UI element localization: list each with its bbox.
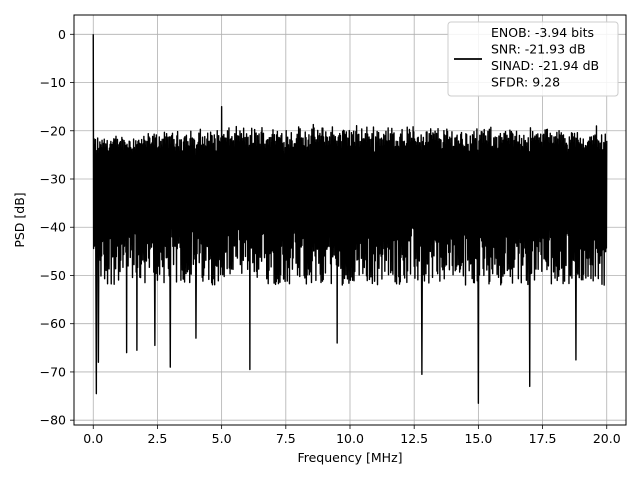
legend-entry: SFDR: 9.28 <box>491 75 560 90</box>
legend-box <box>447 21 619 97</box>
legend-entry: SNR: -21.93 dB <box>491 42 586 57</box>
legend-entry: ENOB: -3.94 bits <box>491 25 594 40</box>
y-tick-label: −40 <box>40 220 66 235</box>
x-tick-label: 15.0 <box>464 431 492 446</box>
x-tick-label: 12.5 <box>400 431 428 446</box>
y-axis-label: PSD [dB] <box>12 192 27 247</box>
x-tick-label: 5.0 <box>212 431 232 446</box>
y-tick-label: −80 <box>40 413 66 428</box>
x-axis-ticks: 0.0 2.5 5.0 7.5 10.0 12.5 15.0 17.5 20.0 <box>83 425 621 446</box>
y-tick-label: −10 <box>40 75 66 90</box>
y-tick-label: −30 <box>40 172 66 187</box>
x-tick-label: 17.5 <box>529 431 557 446</box>
x-axis-label: Frequency [MHz] <box>297 450 402 465</box>
y-tick-label: −20 <box>40 123 66 138</box>
x-tick-label: 2.5 <box>147 431 167 446</box>
x-tick-label: 7.5 <box>276 431 296 446</box>
y-axis-ticks: 0 −10 −20 −30 −40 −50 −60 −70 −80 <box>40 27 74 428</box>
x-tick-label: 10.0 <box>336 431 364 446</box>
y-tick-label: −70 <box>40 364 66 379</box>
y-tick-label: −60 <box>40 316 66 331</box>
y-tick-label: −50 <box>40 268 66 283</box>
x-tick-label: 0.0 <box>83 431 103 446</box>
series-layer <box>92 34 608 404</box>
psd-series-line <box>92 34 608 404</box>
y-tick-label: 0 <box>58 27 66 42</box>
x-tick-label: 20.0 <box>593 431 621 446</box>
legend-entry: SINAD: -21.94 dB <box>491 58 599 73</box>
